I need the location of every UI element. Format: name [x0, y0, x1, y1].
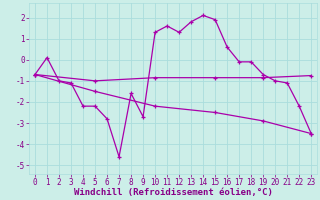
- X-axis label: Windchill (Refroidissement éolien,°C): Windchill (Refroidissement éolien,°C): [74, 188, 273, 197]
